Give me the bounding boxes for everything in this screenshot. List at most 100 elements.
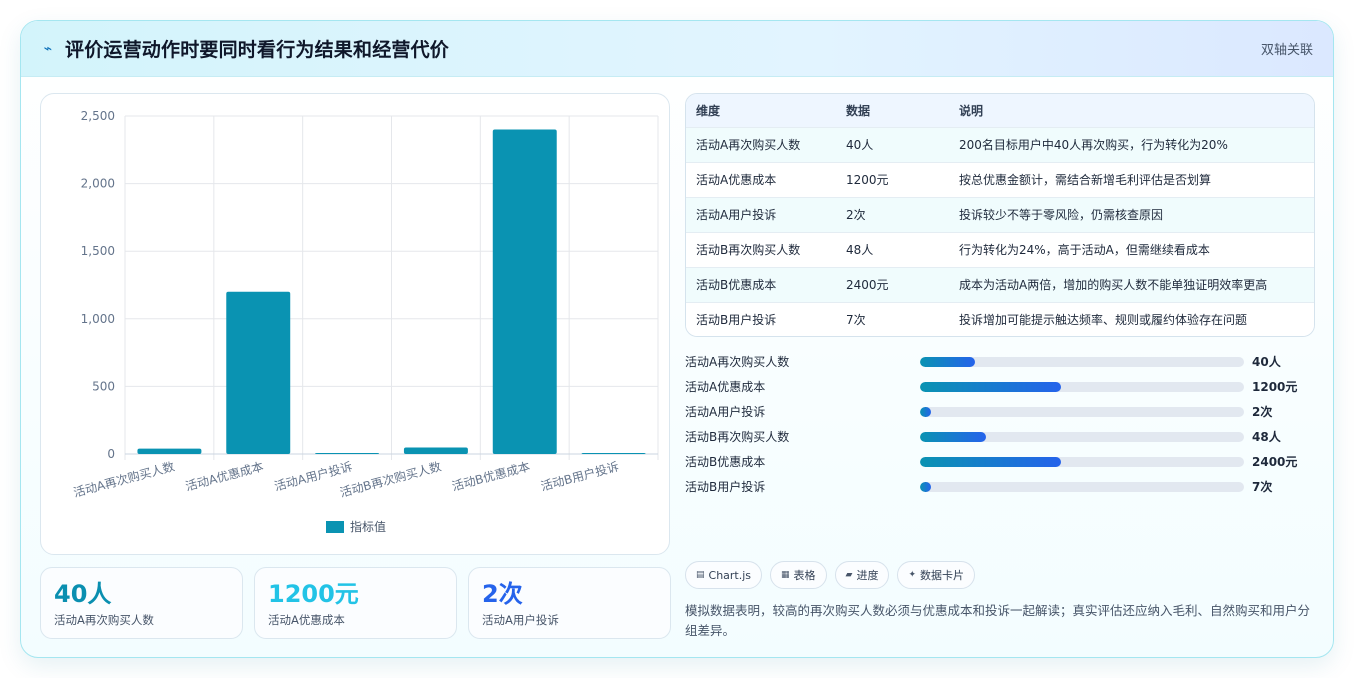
x-tick-label: 活动A再次购买人数: [72, 458, 177, 499]
feature-chips: ▤ Chart.js ▦ 表格 ▰ 进度 ✦ 数据卡片: [685, 561, 976, 589]
table-cell: 投诉增加可能提示触达频率、规则或履约体验存在问题: [949, 301, 1314, 336]
bar-chart-panel: 0 500 1,000 1,500 2,000 2,500 活动A再次购买人数 活动A优惠成本…: [40, 93, 670, 555]
bar: [137, 448, 202, 454]
bar: [492, 129, 557, 454]
progress-track: [920, 381, 1244, 392]
table-cell: 活动B再次购买人数: [686, 231, 836, 267]
kpi-value: 40人: [54, 580, 112, 608]
column-header: 说明: [949, 94, 1314, 127]
bar: [315, 453, 380, 454]
chip-label: Chart.js: [708, 568, 752, 582]
table-cell: 活动B用户投诉: [686, 301, 836, 336]
table-cell: 行为转化为24%，高于活动A，但需继续看成本: [949, 231, 1314, 267]
y-tick-label: 500: [92, 379, 115, 393]
progress-icon: ▰: [845, 570, 853, 580]
sparkle-icon: ✦: [908, 570, 917, 580]
progress-value: 40人: [1252, 355, 1281, 369]
progress-row: 活动B优惠成本 2400元: [685, 449, 1315, 474]
progress-list: 活动A再次购买人数 40人 活动A优惠成本 1200元 活动A用户投诉 2次 活…: [685, 349, 1315, 499]
column-header: 维度: [686, 94, 836, 127]
table-cell: 48人: [836, 231, 949, 267]
title-group: ⌁ 评价运营动作时要同时看行为结果和经营代价: [41, 35, 449, 62]
progress-fill: [920, 431, 987, 442]
header-tag: 双轴关联: [1260, 43, 1313, 58]
progress-fill: [920, 456, 1061, 467]
table-cell: 活动A用户投诉: [686, 196, 836, 232]
progress-label: 活动B再次购买人数: [685, 430, 790, 444]
progress-row: 活动A优惠成本 1200元: [685, 374, 1315, 399]
kpi-card: 40人 活动A再次购买人数: [40, 567, 243, 639]
kpi-value: 2次: [482, 580, 523, 608]
table-row: 活动A优惠成本 1200元 按总优惠金额计，需结合新增毛利评估是否划算: [686, 161, 1314, 197]
table-row: 活动B用户投诉 7次 投诉增加可能提示触达频率、规则或履约体验存在问题: [686, 301, 1314, 336]
progress-value: 7次: [1252, 480, 1273, 494]
chip-label: 数据卡片: [920, 569, 965, 582]
legend-label: 指标值: [350, 520, 387, 534]
progress-value: 2次: [1252, 405, 1273, 419]
chip-label: 进度: [856, 569, 879, 582]
y-tick-label: 1,000: [81, 312, 115, 326]
x-tick-label: 活动B再次购买人数: [338, 458, 443, 499]
chip-label: 表格: [793, 569, 816, 582]
x-tick-label: 活动B用户投诉: [539, 458, 620, 493]
kpi-label: 活动A再次购买人数: [54, 613, 154, 627]
progress-fill: [920, 356, 976, 367]
progress-track: [920, 456, 1244, 467]
chart-legend[interactable]: 指标值: [326, 518, 386, 535]
progress-track: [920, 431, 1244, 442]
kpi-card: 1200元 活动A优惠成本: [254, 567, 457, 639]
table-cell: 活动A优惠成本: [686, 161, 836, 197]
table-cell: 40人: [836, 126, 949, 162]
progress-track: [920, 481, 1244, 492]
table-cell: 1200元: [836, 161, 949, 197]
table-cell: 2400元: [836, 266, 949, 302]
data-table: 维度 数据 说明 活动A再次购买人数 40人 200名目标用户中40人再次购买，…: [685, 93, 1315, 337]
table-cell: 活动A再次购买人数: [686, 126, 836, 162]
y-tick-label: 0: [107, 447, 115, 461]
progress-fill: [920, 406, 932, 417]
table-cell: 活动B优惠成本: [686, 266, 836, 302]
bar: [581, 453, 646, 454]
progress-track: [920, 356, 1244, 367]
bar: [226, 291, 291, 454]
kpi-value: 1200元: [268, 580, 359, 608]
table-cell: 200名目标用户中40人再次购买，行为转化为20%: [949, 126, 1314, 162]
kpi-label: 活动A用户投诉: [482, 613, 559, 627]
chip-chartjs[interactable]: ▤ Chart.js: [685, 561, 763, 589]
progress-label: 活动A再次购买人数: [685, 355, 790, 369]
x-tick-label: 活动B优惠成本: [450, 459, 531, 493]
chip-data-cards[interactable]: ✦ 数据卡片: [897, 561, 976, 589]
card-header: ⌁ 评价运营动作时要同时看行为结果和经营代价 双轴关联: [21, 21, 1333, 77]
page-title: 评价运营动作时要同时看行为结果和经营代价: [65, 39, 450, 61]
progress-track: [920, 406, 1244, 417]
chip-progress[interactable]: ▰ 进度: [834, 561, 890, 589]
progress-fill: [920, 381, 1061, 392]
lightning-icon: ⌁: [43, 40, 53, 57]
table-cell: 按总优惠金额计，需结合新增毛利评估是否划算: [949, 161, 1314, 197]
kpi-label: 活动A优惠成本: [268, 613, 345, 627]
x-tick-label: 活动A优惠成本: [184, 459, 265, 493]
kpi-cards: 40人 活动A再次购买人数 1200元 活动A优惠成本 2次 活动A用户投诉: [40, 567, 671, 639]
table-row: 活动A再次购买人数 40人 200名目标用户中40人再次购买，行为转化为20%: [686, 126, 1314, 162]
table-cell: 7次: [836, 301, 949, 336]
bar: [403, 447, 468, 454]
y-tick-label: 2,500: [81, 109, 115, 123]
bar-chart: 0 500 1,000 1,500 2,000 2,500 活动A再次购买人数 活动A优惠成本…: [72, 109, 659, 500]
table-cell: 2次: [836, 196, 949, 232]
progress-row: 活动A用户投诉 2次: [685, 399, 1315, 424]
kpi-card: 2次 活动A用户投诉: [468, 567, 671, 639]
table-row: 活动B再次购买人数 48人 行为转化为24%，高于活动A，但需继续看成本: [686, 231, 1314, 267]
table-row: 活动B优惠成本 2400元 成本为活动A两倍，增加的购买人数不能单独证明效率更高: [686, 266, 1314, 302]
insight-note: 模拟数据表明，较高的再次购买人数必须与优惠成本和投诉一起解读；真实评估还应纳入毛…: [685, 603, 1311, 638]
chip-table[interactable]: ▦ 表格: [770, 561, 827, 589]
progress-value: 1200元: [1252, 380, 1298, 394]
progress-fill: [920, 481, 932, 492]
y-tick-label: 2,000: [81, 177, 115, 191]
table-icon: ▦: [781, 570, 790, 580]
progress-label: 活动B用户投诉: [685, 480, 766, 494]
progress-value: 2400元: [1252, 455, 1298, 469]
y-tick-label: 1,500: [81, 244, 115, 258]
table-header-row: 维度 数据 说明: [686, 94, 1314, 127]
progress-row: 活动A再次购买人数 40人: [685, 349, 1315, 374]
column-header: 数据: [836, 94, 949, 127]
